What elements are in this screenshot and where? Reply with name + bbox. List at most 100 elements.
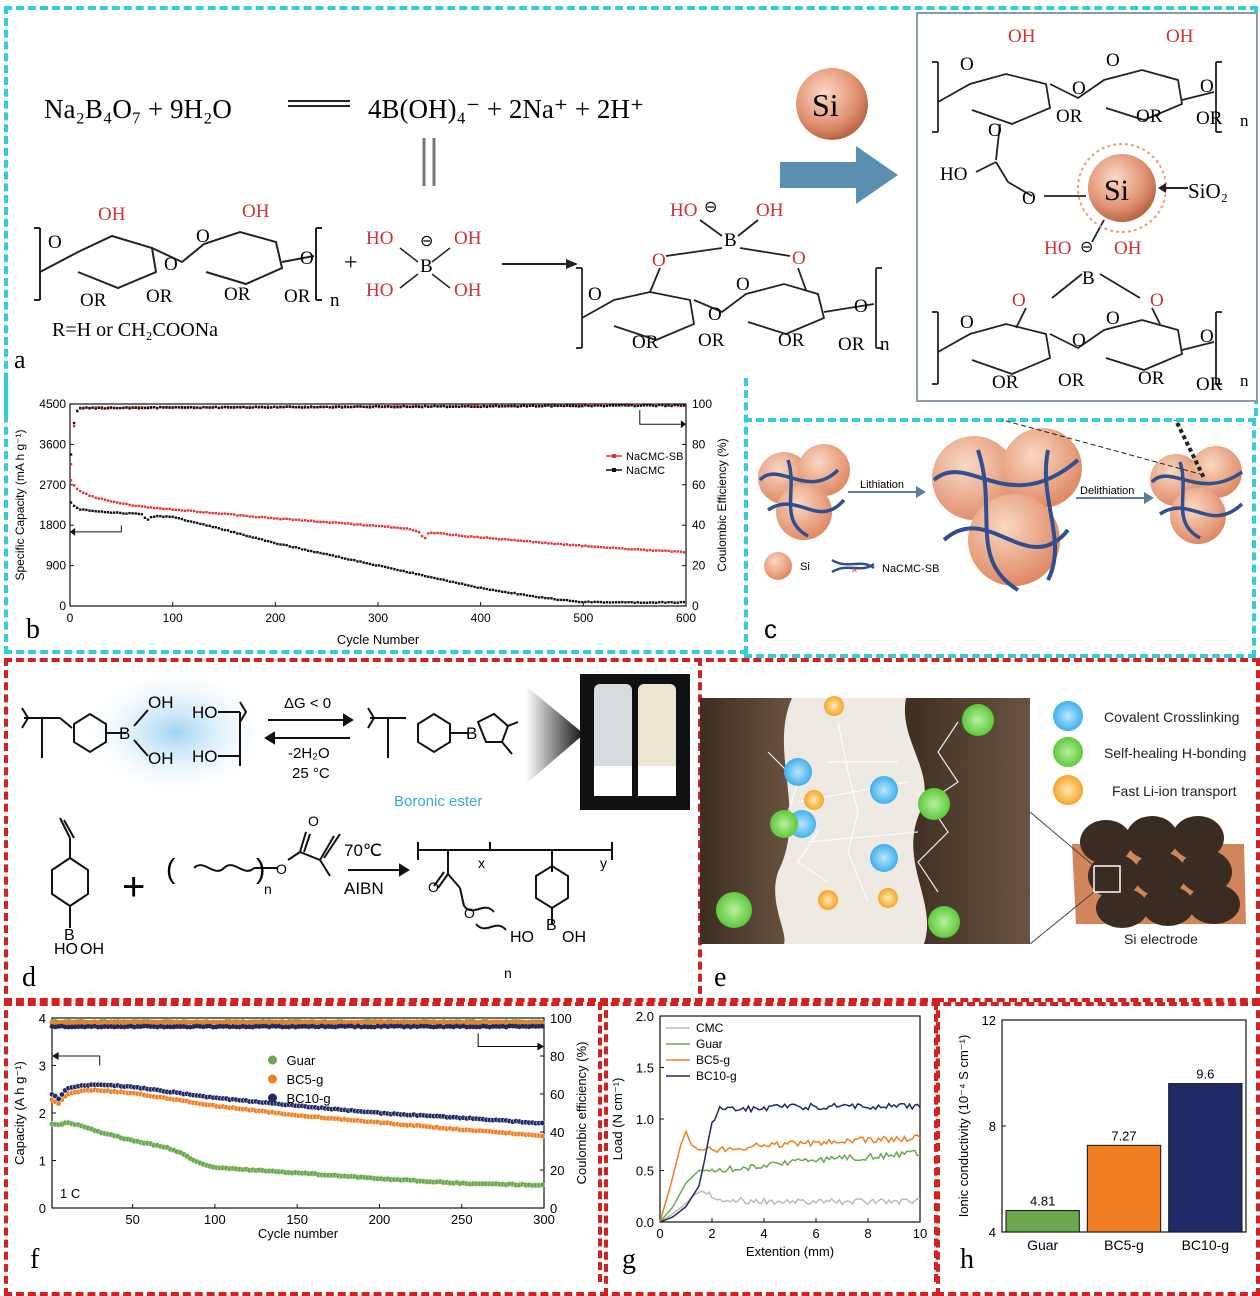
data-point-b xyxy=(587,601,589,603)
data-point-b xyxy=(427,406,429,408)
data-point-b xyxy=(378,405,380,407)
data-point-b xyxy=(215,406,217,408)
data-point-b xyxy=(88,509,90,511)
data-point-b xyxy=(563,405,565,407)
data-point-b xyxy=(661,550,663,552)
data-point-b xyxy=(230,513,232,515)
data-point-b xyxy=(590,405,592,407)
data-point-b xyxy=(575,544,577,546)
data-point-b xyxy=(501,538,503,540)
data-point-b xyxy=(670,601,672,603)
data-point-b xyxy=(276,543,278,545)
data-point-b xyxy=(205,406,207,408)
data-label-h: 7.27 xyxy=(1111,1128,1136,1143)
data-point-b xyxy=(187,520,189,522)
data-point-b xyxy=(584,544,586,546)
data-point-b xyxy=(356,523,358,525)
data-point-b xyxy=(501,591,503,593)
svg-text:OH: OH xyxy=(562,929,586,946)
data-point-b xyxy=(70,463,72,465)
annotation-1c-f: 1 C xyxy=(60,1186,80,1201)
legend-li-label: Fast Li-ion transport xyxy=(1112,783,1237,799)
svg-text:OR: OR xyxy=(1196,108,1223,129)
data-point-b xyxy=(110,500,112,502)
data-point-b xyxy=(677,601,679,603)
svg-text:O: O xyxy=(1022,188,1036,209)
data-point-b xyxy=(409,572,411,574)
data-point-b xyxy=(633,405,635,407)
data-point-b xyxy=(359,523,361,525)
svg-text:HO: HO xyxy=(366,228,393,249)
data-point-b xyxy=(110,406,112,408)
data-point-b xyxy=(165,515,167,517)
data-point-b xyxy=(369,524,371,526)
data-point-b xyxy=(144,407,146,409)
data-point-b xyxy=(532,404,534,406)
data-point-b xyxy=(664,601,666,603)
data-point-b xyxy=(566,404,568,406)
svg-text:O: O xyxy=(1200,76,1214,97)
data-point-b xyxy=(649,601,651,603)
data-point-b xyxy=(627,404,629,406)
data-point-b xyxy=(227,513,229,515)
data-point-b xyxy=(390,567,392,569)
svg-text:OH: OH xyxy=(454,228,482,249)
data-point-b xyxy=(153,507,155,509)
data-point-b xyxy=(433,532,435,534)
data-point-b xyxy=(498,538,500,540)
data-point-b xyxy=(593,546,595,548)
data-point-b xyxy=(418,573,420,575)
data-point-b xyxy=(239,533,241,535)
panel-label-h: h xyxy=(960,1244,974,1276)
data-point-b xyxy=(532,595,534,597)
data-point-b xyxy=(603,405,605,407)
data-point-b xyxy=(325,521,327,523)
data-point-b xyxy=(633,548,635,550)
data-point-b xyxy=(196,522,198,524)
data-point-b xyxy=(476,536,478,538)
data-point-b xyxy=(658,601,660,603)
cmc-borate-product: HO OH ⊖ B O O O O O O OR OR OR OR n xyxy=(576,199,890,355)
legend-si-particle xyxy=(764,552,792,580)
data-point-b xyxy=(165,406,167,408)
y-axis-label-g: Load (N cm⁻¹) xyxy=(610,1078,625,1161)
x-tick-label-b: 500 xyxy=(573,611,593,625)
data-point-b xyxy=(399,527,401,529)
data-point-b xyxy=(313,406,315,408)
svg-text:⊖: ⊖ xyxy=(420,233,433,250)
data-point-b xyxy=(664,549,666,551)
data-point-b xyxy=(119,502,121,504)
y-axis-label-f: Capacity (A h g⁻¹) xyxy=(12,1061,27,1165)
data-point-b xyxy=(606,405,608,407)
r-definition: R=H or CH₂COONa xyxy=(52,319,218,341)
data-point-b xyxy=(301,406,303,408)
data-point-b xyxy=(652,601,654,603)
data-point-b xyxy=(544,597,546,599)
data-point-b xyxy=(168,516,170,518)
data-point-b xyxy=(683,551,685,553)
data-point-b xyxy=(316,406,318,408)
data-point-b xyxy=(600,546,602,548)
data-point-b xyxy=(98,510,100,512)
data-point-b xyxy=(76,488,78,490)
x-tick-label-f: 250 xyxy=(451,1212,473,1227)
data-point-b xyxy=(504,405,506,407)
data-point-b xyxy=(366,406,368,408)
x-tick-label-f: 150 xyxy=(286,1212,308,1227)
data-point-b xyxy=(91,510,93,512)
data-point-b xyxy=(621,601,623,603)
data-point-b xyxy=(433,405,435,407)
data-point-b xyxy=(486,588,488,590)
data-point-b xyxy=(245,406,247,408)
data-point-b xyxy=(560,543,562,545)
y-tick-label-b: 3600 xyxy=(39,437,66,451)
panel-label-b: b xyxy=(26,614,40,646)
data-point-b xyxy=(439,578,441,580)
data-point-b xyxy=(325,406,327,408)
data-point-b xyxy=(313,520,315,522)
data-point-b xyxy=(452,581,454,583)
y-tick-label-g: 1.5 xyxy=(636,1061,654,1076)
borate-anion: HO OH HO OH B ⊖ xyxy=(366,228,482,301)
data-point-b xyxy=(350,406,352,408)
data-point-b xyxy=(125,503,127,505)
